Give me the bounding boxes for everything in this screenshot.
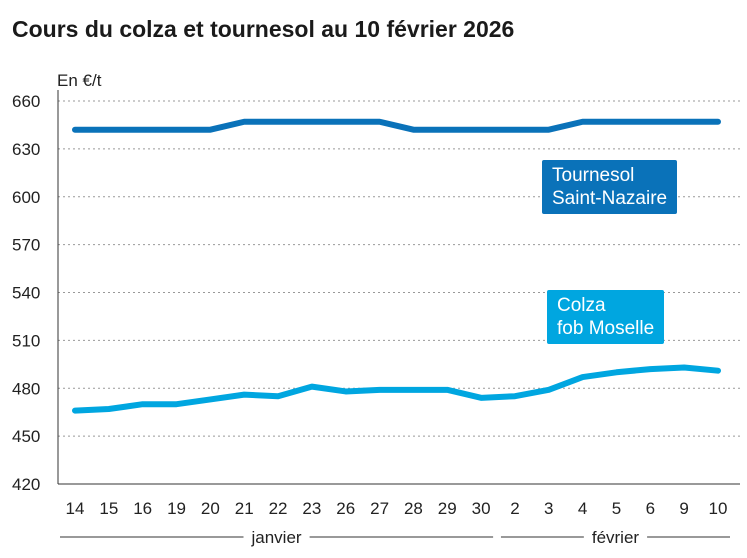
x-tick-label: 20 xyxy=(201,499,220,518)
x-tick-label: 3 xyxy=(544,499,553,518)
x-tick-label: 29 xyxy=(438,499,457,518)
y-tick-label: 660 xyxy=(12,92,40,111)
x-tick-label: 16 xyxy=(133,499,152,518)
y-tick-label: 540 xyxy=(12,284,40,303)
x-tick-label: 30 xyxy=(472,499,491,518)
x-tick-label: 14 xyxy=(66,499,85,518)
x-tick-label: 5 xyxy=(612,499,621,518)
x-tick-label: 15 xyxy=(99,499,118,518)
chart-title: Cours du colza et tournesol au 10 févrie… xyxy=(12,16,515,42)
legend-colza-line1: Colza xyxy=(557,295,606,316)
month-label: janvier xyxy=(251,528,302,547)
y-tick-label: 570 xyxy=(12,236,40,255)
legend-tournesol-line1: Tournesol xyxy=(552,165,635,186)
y-tick-label: 630 xyxy=(12,140,40,159)
y-tick-label: 420 xyxy=(12,475,40,494)
y-axis-label: En €/t xyxy=(57,71,102,90)
month-label: février xyxy=(592,528,640,547)
series-line-colza xyxy=(72,364,721,414)
y-tick-label: 450 xyxy=(12,427,40,446)
x-tick-label: 23 xyxy=(302,499,321,518)
x-tick-label: 22 xyxy=(269,499,288,518)
x-tick-label: 6 xyxy=(646,499,655,518)
series-line-tournesol xyxy=(72,118,721,133)
x-tick-label: 26 xyxy=(336,499,355,518)
x-tick-label: 21 xyxy=(235,499,254,518)
x-tick-label: 28 xyxy=(404,499,423,518)
x-tick-label: 10 xyxy=(709,499,728,518)
legend-colza-line2: fob Moselle xyxy=(557,318,655,339)
x-tick-label: 19 xyxy=(167,499,186,518)
legend-tournesol-line2: Saint-Nazaire xyxy=(552,188,668,209)
y-tick-label: 480 xyxy=(12,379,40,398)
x-tick-label: 4 xyxy=(578,499,587,518)
x-tick-label: 27 xyxy=(370,499,389,518)
x-tick-label: 2 xyxy=(510,499,519,518)
y-tick-label: 510 xyxy=(12,331,40,350)
legend-tournesol: Tournesol Saint-Nazaire xyxy=(542,160,678,214)
x-tick-label: 9 xyxy=(679,499,688,518)
y-tick-label: 600 xyxy=(12,188,40,207)
legend-colza: Colza fob Moselle xyxy=(547,290,665,344)
